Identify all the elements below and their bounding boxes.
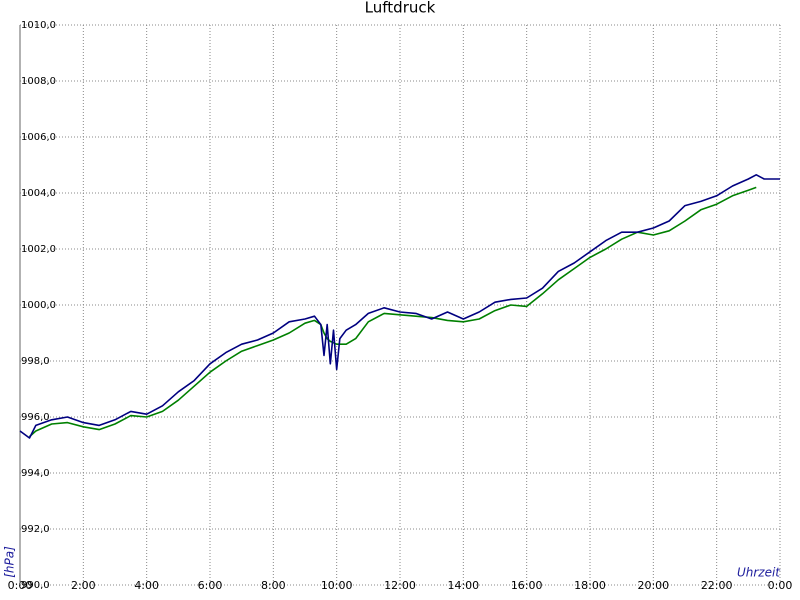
y-tick-label: 1008,0 bbox=[21, 76, 56, 87]
y-tick-label: 998,0 bbox=[21, 356, 50, 367]
x-tick-label: 20:00 bbox=[637, 579, 669, 592]
x-tick-label: 10:00 bbox=[321, 579, 353, 592]
chart-title: Luftdruck bbox=[365, 0, 436, 17]
data-line bbox=[19, 174, 780, 439]
x-tick-label: 16:00 bbox=[511, 579, 543, 592]
x-tick-label: 6:00 bbox=[198, 579, 223, 592]
x-axis-label: Uhrzeit bbox=[737, 566, 781, 580]
y-tick-label: 1010,0 bbox=[21, 20, 56, 31]
y-tick-label: 992,0 bbox=[21, 524, 50, 535]
y-tick-label: 1006,0 bbox=[21, 132, 56, 143]
x-tick-label: 18:00 bbox=[574, 579, 606, 592]
x-tick-label: 0:00 bbox=[768, 579, 793, 592]
x-tick-label: 4:00 bbox=[134, 579, 159, 592]
x-tick-label: 8:00 bbox=[261, 579, 286, 592]
y-tick-label: 990,0 bbox=[21, 580, 50, 591]
x-tick-label: 12:00 bbox=[384, 579, 416, 592]
x-tick-label: 14:00 bbox=[447, 579, 479, 592]
y-tick-label: 1000,0 bbox=[21, 300, 56, 311]
y-tick-label: 1004,0 bbox=[21, 188, 56, 199]
x-tick-label: 2:00 bbox=[71, 579, 96, 592]
data-line bbox=[28, 186, 757, 438]
y-axis-label: [hPa] bbox=[3, 546, 17, 578]
y-tick-label: 996,0 bbox=[21, 412, 50, 423]
y-tick-label: 994,0 bbox=[21, 468, 50, 479]
y-tick-label: 1002,0 bbox=[21, 244, 56, 255]
x-tick-label: 0:00 bbox=[8, 579, 33, 592]
x-tick-label: 22:00 bbox=[701, 579, 733, 592]
